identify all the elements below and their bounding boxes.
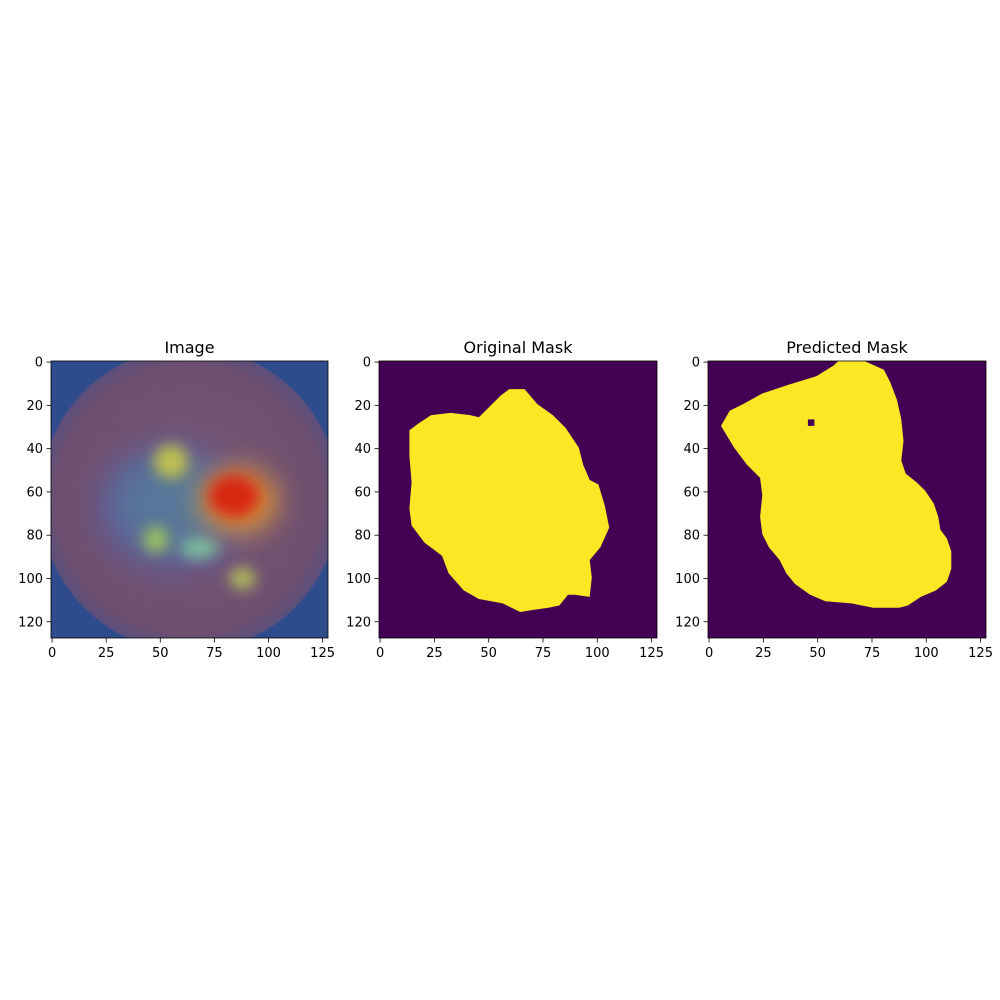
y-tick-label: 40 (26, 442, 43, 457)
y-tick-label: 20 (354, 399, 371, 414)
mask-area-predicted (708, 361, 986, 638)
x-tick-label: 25 (98, 646, 115, 661)
x-tick-label: 0 (376, 646, 384, 661)
panel-title-predicted-mask: Predicted Mask (786, 338, 908, 357)
hotspot-left (142, 526, 169, 553)
axes-original-mask: 0 25 50 75 100 125 0 20 40 60 80 100 120 (346, 356, 664, 661)
mask-region (409, 389, 610, 612)
y-tick-label: 80 (683, 529, 700, 544)
panel-title-image: Image (164, 338, 214, 357)
y-tick-label: 60 (26, 485, 43, 500)
y-tick-label: 100 (18, 572, 43, 587)
x-tick-label: 100 (914, 646, 939, 661)
x-tick-label: 0 (705, 646, 713, 661)
hotspots (142, 444, 278, 590)
y-tick-label: 20 (26, 399, 43, 414)
y-tick-label: 80 (354, 529, 371, 544)
hotspot-red (207, 474, 260, 518)
x-tick-label: 75 (864, 646, 881, 661)
axes-frame (378, 360, 658, 639)
y-tick-label: 100 (675, 572, 700, 587)
x-tick-label: 50 (809, 646, 826, 661)
y-tick-label: 60 (683, 485, 700, 500)
panel-predicted-mask: Predicted Mask 0 25 50 75 100 125 0 20 40 60 80 100… (675, 338, 993, 661)
axes-image: 0 25 50 75 100 125 0 20 40 60 80 100 120 (18, 356, 335, 661)
y-tick-label: 80 (26, 529, 43, 544)
axes-predicted-mask: 0 25 50 75 100 125 0 20 40 60 80 100 120 (675, 356, 993, 661)
y-tick-label: 60 (354, 485, 371, 500)
x-tick-label: 0 (48, 646, 56, 661)
y-tick-label: 40 (354, 442, 371, 457)
x-tick-label: 125 (968, 646, 993, 661)
hotspot-upper (153, 444, 189, 479)
y-tick-label: 100 (346, 572, 371, 587)
mask-region (721, 361, 952, 608)
axes-frame (50, 360, 329, 639)
y-tick-label: 20 (683, 399, 700, 414)
x-tick-label: 25 (426, 646, 443, 661)
panel-original-mask: Original Mask 0 25 50 75 100 125 0 20 40 60 80 100 1… (346, 338, 664, 661)
x-tick-label: 75 (535, 646, 552, 661)
x-tick-label: 50 (152, 646, 169, 661)
x-tick-label: 100 (585, 646, 610, 661)
x-tick-label: 25 (755, 646, 772, 661)
x-tick-label: 100 (256, 646, 281, 661)
attention-body (113, 455, 223, 555)
hotspot-lower (229, 567, 256, 590)
x-tick-label: 75 (206, 646, 223, 661)
hotspot-mid (179, 537, 219, 560)
mask-hole (807, 419, 815, 426)
panel-title-original-mask: Original Mask (464, 338, 574, 357)
y-tick-label: 0 (35, 356, 43, 371)
y-tick-label: 40 (683, 442, 700, 457)
y-tick-label: 120 (18, 615, 43, 630)
x-tick-label: 50 (480, 646, 497, 661)
panel-image: Image 0 25 50 75 100 125 0 20 40 60 80 100 120 (18, 338, 335, 661)
y-tick-label: 0 (363, 356, 371, 371)
x-tick-label: 125 (310, 646, 335, 661)
y-tick-label: 0 (692, 356, 700, 371)
y-tick-label: 120 (346, 615, 371, 630)
y-tick-label: 120 (675, 615, 700, 630)
mask-area-original (379, 361, 657, 638)
axes-frame (707, 360, 987, 639)
image-area (51, 361, 328, 638)
x-tick-label: 125 (639, 646, 664, 661)
